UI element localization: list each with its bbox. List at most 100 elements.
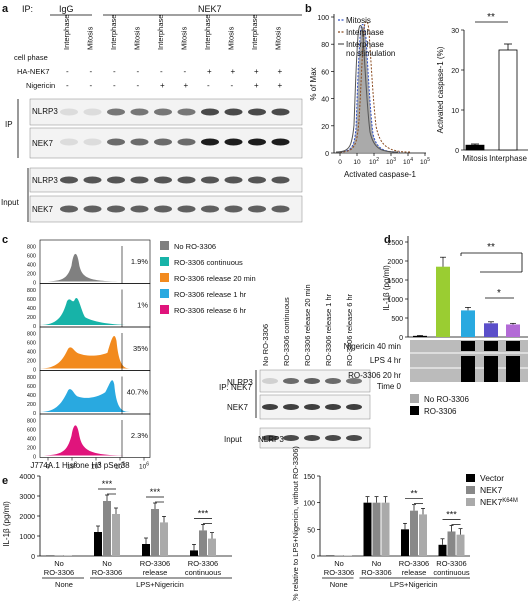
e-ytick: 1000 [19, 534, 35, 541]
e-group-label: No [372, 559, 382, 568]
hist-ylabel: % of Max [309, 67, 318, 100]
blot-band [201, 176, 219, 184]
col-phase-label: Mitosis [86, 26, 95, 50]
interphase-histogram-line [339, 20, 411, 153]
d-bar-chart: 0 500 1000 1500 2000 2500 IL-1β (pg/ml) ** * [382, 236, 528, 342]
d-bar [413, 335, 427, 337]
hist-xtick: 0 [338, 159, 342, 166]
c-nlrp3-input: NLRP3 [258, 435, 284, 444]
hist-ytick: 600 [27, 384, 36, 390]
legend-interphase-nostim-1: Interphase [346, 40, 384, 49]
e-bar-nek7k64m [208, 538, 216, 556]
e-legend-vector: Vector [480, 473, 504, 483]
legend-swatch-ro [410, 406, 419, 415]
histone-percent: 2.3% [131, 431, 148, 440]
ha-nek7-sign: - [66, 67, 69, 76]
blot-band [201, 108, 219, 116]
blot-band [304, 404, 320, 410]
c-legend-item: No RO-3306 [174, 242, 216, 251]
hist-ytick: 200 [27, 402, 36, 408]
d-ytick: 2000 [387, 259, 403, 266]
c-blot-col-label: No RO-3306 [261, 324, 270, 366]
e-bar-nek7 [103, 501, 111, 556]
hist-xtick: 104 [91, 462, 101, 471]
hist-ytick: 800 [27, 375, 36, 381]
e-lps-label: LPS+Nigericin [136, 580, 184, 589]
e-bar-nek7k64m [419, 514, 427, 556]
e-bar-nek7 [199, 530, 207, 556]
nigericin-sign: + [278, 81, 283, 90]
blot-band [130, 176, 149, 184]
ha-nek7-sign: + [278, 67, 283, 76]
hist-xtick: 106 [139, 462, 149, 471]
hist-ytick: 200 [27, 272, 36, 278]
hist-ytick: 40 [321, 97, 329, 104]
blot-band [271, 108, 290, 116]
e-bar-vector [438, 544, 447, 556]
e-bar-nek7 [151, 509, 159, 556]
nigericin-sign: - [231, 81, 234, 90]
hist-ytick: 800 [27, 332, 36, 338]
blot-band [130, 138, 149, 146]
nigericin-sign: + [160, 81, 165, 90]
e-bar-nek7 [372, 502, 381, 556]
blot-band [262, 404, 278, 410]
c-nlrp3-ip: NLRP3 [227, 378, 253, 387]
c-nek7-ip: NEK7 [227, 403, 248, 412]
hist-ytick: 600 [27, 341, 36, 347]
cell-phase-row-label: cell phase [14, 53, 48, 62]
col-phase-label: Interphase [250, 15, 259, 50]
hist-ytick: 800 [27, 288, 36, 294]
bar-ylabel: Activated caspase-1 (%) [436, 46, 445, 133]
e-ytick: 100 [303, 501, 315, 508]
e-group-label: release [143, 568, 168, 577]
col-phase-label: Mitosis [133, 26, 142, 50]
blot-band [60, 138, 78, 146]
nigericin-sign: - [66, 81, 69, 90]
cell-phase-columns: Interphase Mitosis Interphase Mitosis Interp… [62, 15, 283, 50]
e-group-label: continuous [185, 568, 222, 577]
e-group-label: RO-3306 [399, 559, 429, 568]
e-group-label: RO-3306 [92, 568, 122, 577]
blot-band [83, 138, 102, 146]
blot-label-nlrp3-ip: NLRP3 [32, 107, 58, 116]
significance-marker: ** [487, 12, 495, 23]
nigericin-sign: - [90, 81, 93, 90]
d-ytick: 500 [391, 316, 403, 323]
blot-band [304, 435, 320, 441]
bar-cat-interphase: Interphase [489, 154, 527, 163]
e-bar-nek7k64m [112, 514, 120, 556]
d-bar [461, 310, 475, 337]
e-ytick: 4000 [19, 474, 35, 481]
e-legend-nek7-k64m: NEK7K64M [480, 497, 518, 507]
input-group-label: Input [1, 198, 20, 207]
e-group-label: RO-3306 [44, 568, 74, 577]
d-bar [484, 323, 498, 337]
e-group-label: RO-3306 [140, 559, 170, 568]
e-ytick: 0 [31, 554, 35, 561]
hist-xtick: 102 [369, 157, 379, 166]
col-phase-label: Mitosis [180, 26, 189, 50]
blot-band [346, 435, 362, 441]
e-left-ylabel: IL-1β (pg/ml) [2, 501, 11, 547]
c-legend-item: RO-3306 release 6 hr [174, 306, 247, 315]
e-sig: *** [198, 508, 209, 518]
e-right-chart: 050100150NoRO-3306NoRO-3306RO-3306releas… [303, 474, 470, 589]
bar-mitosis [465, 144, 485, 151]
ha-nek7-sign: - [90, 67, 93, 76]
panel-c-label: c [2, 234, 8, 246]
blot-label-nek7-ip: NEK7 [32, 139, 53, 148]
d-row-lps: LPS 4 hr [370, 356, 401, 365]
c-xlabel: J774A.1 Histone H3 pSer38 [30, 461, 130, 470]
c-blot-col-label: RO-3306 release 20 min [303, 284, 312, 366]
blot-band [262, 378, 278, 384]
hist-ytick: 200 [27, 359, 36, 365]
e-none-label: None [330, 580, 348, 589]
legend-interphase-nostim-2: no stimulation [346, 49, 395, 58]
col-phase-label: Interphase [203, 15, 212, 50]
histone-percent: 35% [133, 344, 148, 353]
hist-ytick: 600 [27, 428, 36, 434]
e-bar-vector [363, 502, 372, 556]
hist-ytick: 400 [27, 306, 36, 312]
c-blot-col-label: RO-3306 continuous [282, 297, 291, 366]
